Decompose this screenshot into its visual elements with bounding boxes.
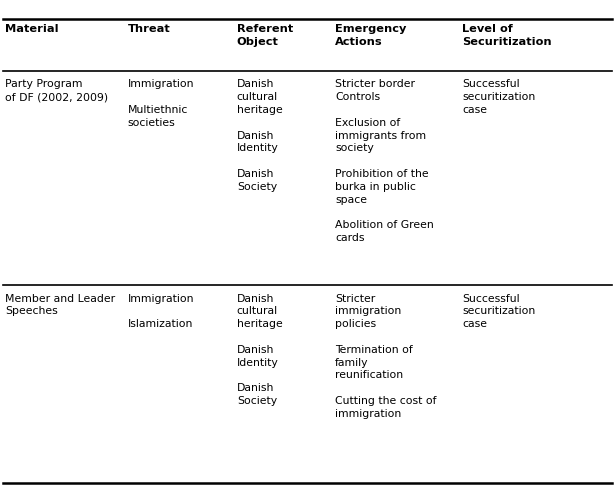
- Text: Referent
Object: Referent Object: [237, 24, 293, 47]
- Text: Member and Leader
Speeches: Member and Leader Speeches: [5, 294, 115, 317]
- Text: Stricter border
Controls

Exclusion of
immigrants from
society

Prohibition of t: Stricter border Controls Exclusion of im…: [335, 79, 434, 243]
- Text: Level of
Securitization: Level of Securitization: [462, 24, 552, 47]
- Bar: [0, 19, 615, 71]
- Text: Immigration

Multiethnic
societies: Immigration Multiethnic societies: [128, 79, 194, 128]
- Text: Threat: Threat: [128, 24, 171, 35]
- Text: Material: Material: [5, 24, 58, 35]
- Text: Emergency
Actions: Emergency Actions: [335, 24, 407, 47]
- Text: Successful
securitization
case: Successful securitization case: [462, 294, 536, 329]
- Text: Successful
securitization
case: Successful securitization case: [462, 79, 536, 115]
- Text: Immigration

Islamization: Immigration Islamization: [128, 294, 194, 329]
- Text: Danish
cultural
heritage

Danish
Identity

Danish
Society: Danish cultural heritage Danish Identity…: [237, 79, 282, 192]
- Text: Stricter
immigration
policies

Termination of
family
reunification

Cutting the : Stricter immigration policies Terminatio…: [335, 294, 437, 419]
- Text: Danish
cultural
heritage

Danish
Identity

Danish
Society: Danish cultural heritage Danish Identity…: [237, 294, 282, 406]
- Text: Party Program
of DF (2002, 2009): Party Program of DF (2002, 2009): [5, 79, 108, 102]
